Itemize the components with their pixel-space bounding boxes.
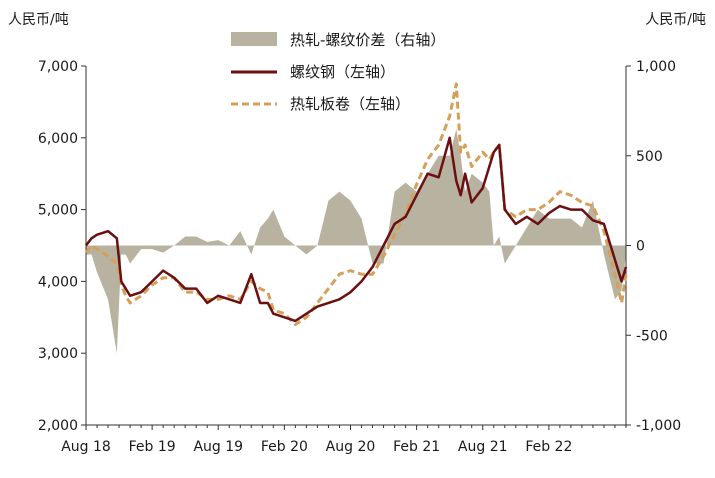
right-tick-label: -500 <box>636 328 668 344</box>
right-tick-label: 500 <box>636 149 663 165</box>
x-tick-label: Aug 20 <box>326 439 376 455</box>
right-tick-label: -1,000 <box>636 418 681 434</box>
x-tick-label: Aug 21 <box>458 439 508 455</box>
spread-area <box>86 128 626 354</box>
legend-label-rebar: 螺纹钢（左轴） <box>290 63 395 81</box>
left-tick-label: 2,000 <box>38 418 78 434</box>
hrc-line <box>84 82 628 326</box>
lines-layer <box>84 82 628 326</box>
x-tick-label: Aug 19 <box>193 439 243 455</box>
left-tick-label: 4,000 <box>38 274 78 290</box>
left-tick-label: 5,000 <box>38 203 78 219</box>
right-tick-label: 1,000 <box>636 59 676 75</box>
legend-swatch-spread <box>231 32 277 46</box>
legend-label-spread: 热轧-螺纹价差（右轴） <box>290 31 445 49</box>
left-tick-label: 3,000 <box>38 346 78 362</box>
rebar-line <box>85 136 628 323</box>
spread-area-layer <box>86 128 626 354</box>
x-tick-label: Feb 21 <box>393 439 440 455</box>
ticks: 2,000 3,000 4,000 5,000 6,000 7,000 -1,000 -500… <box>38 59 681 455</box>
left-tick-label: 7,000 <box>38 59 78 75</box>
legend-label-hrc: 热轧板卷（左轴） <box>290 95 410 113</box>
legend: 热轧-螺纹价差（右轴） 螺纹钢（左轴） 热轧板卷（左轴） <box>231 31 445 113</box>
left-axis-unit: 人民币/吨 <box>8 12 69 28</box>
right-tick-label: 0 <box>636 239 645 255</box>
x-tick-label: Aug 18 <box>61 439 111 455</box>
x-tick-label: Feb 19 <box>129 439 176 455</box>
x-tick-label: Feb 20 <box>261 439 308 455</box>
left-tick-label: 6,000 <box>38 131 78 147</box>
right-axis-unit: 人民币/吨 <box>645 12 706 28</box>
x-tick-label: Feb 22 <box>525 439 572 455</box>
